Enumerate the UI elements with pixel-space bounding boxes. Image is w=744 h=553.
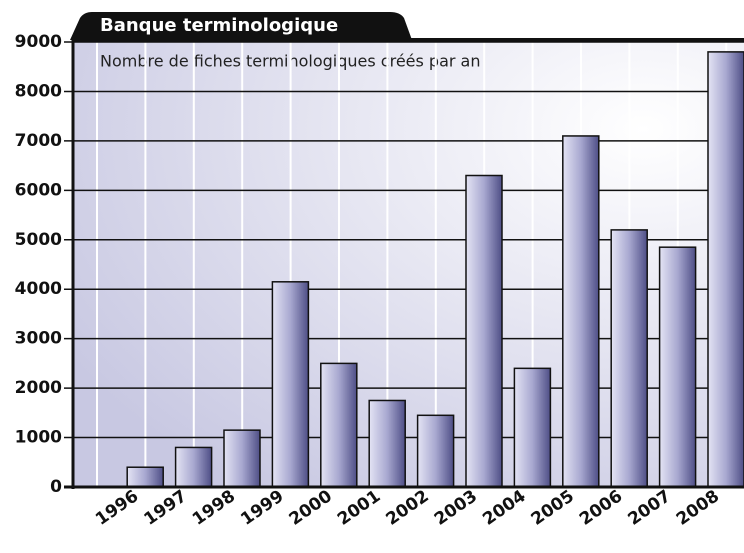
x-tick-label: 1996 — [92, 486, 142, 530]
y-tick-label: 3000 — [15, 329, 62, 349]
bar — [416, 414, 455, 488]
bar — [223, 429, 261, 488]
x-tick-label: 1998 — [189, 486, 239, 530]
y-tick-label: 2000 — [15, 378, 62, 398]
bar — [513, 367, 552, 488]
y-tick-label: 6000 — [15, 180, 62, 200]
bar — [610, 229, 648, 488]
x-tick-label: 2000 — [286, 486, 336, 530]
x-tick-label: 2008 — [673, 486, 723, 530]
x-tick-label: 2007 — [624, 486, 674, 530]
x-tick-label: 2006 — [576, 486, 626, 530]
bars — [126, 51, 744, 488]
bar — [271, 281, 310, 488]
bar — [126, 466, 164, 488]
bar — [368, 399, 406, 488]
y-tick-label: 1000 — [15, 428, 62, 448]
x-tick-label: 2001 — [334, 486, 384, 530]
bar — [320, 362, 358, 488]
y-tick-label: 9000 — [15, 32, 62, 52]
x-tick-label: 2003 — [431, 486, 481, 530]
bar — [465, 174, 503, 488]
y-tick-label: 5000 — [15, 230, 62, 250]
bar — [658, 246, 697, 488]
y-tick-label: 4000 — [15, 279, 62, 299]
y-tick-label: 7000 — [15, 131, 62, 151]
title-tab — [70, 12, 412, 40]
bar — [707, 51, 744, 488]
x-tick-label: 2004 — [479, 486, 529, 530]
y-tick-label: 0 — [50, 477, 62, 497]
x-tick-label: 1999 — [237, 486, 287, 530]
x-tick-label: 2005 — [528, 486, 578, 530]
bar — [562, 135, 600, 488]
chart-title: Banque terminologique — [100, 15, 338, 36]
y-tick-label: 8000 — [15, 81, 62, 101]
bar — [174, 446, 213, 488]
x-tick-label: 1997 — [140, 486, 190, 530]
x-tick-label: 2002 — [382, 486, 432, 530]
